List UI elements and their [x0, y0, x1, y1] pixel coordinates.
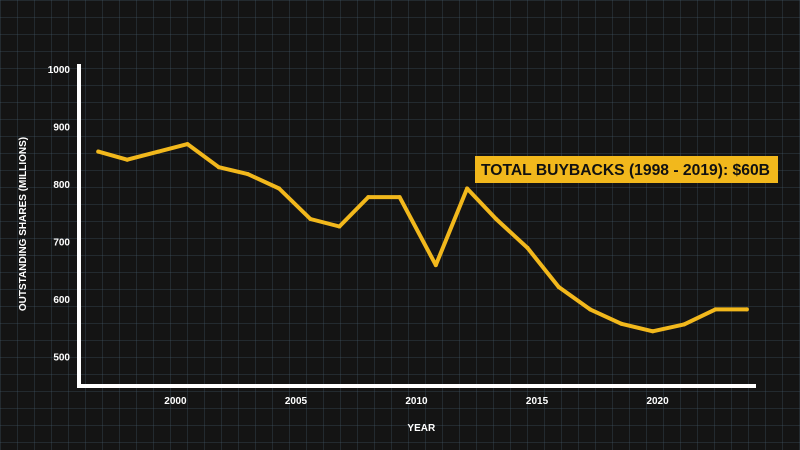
data-point [465, 186, 470, 191]
y-tick-label: 1000 [48, 65, 71, 76]
x-axis-title: YEAR [407, 423, 436, 434]
data-point [397, 195, 402, 200]
data-point [337, 224, 342, 229]
y-tick-label: 900 [53, 122, 70, 133]
data-point [216, 165, 221, 170]
x-tick-label: 2000 [164, 396, 187, 407]
data-point [433, 263, 438, 268]
data-point [556, 285, 561, 289]
data-point [308, 217, 313, 221]
callout-text: TOTAL BUYBACKS (1998 - 2019): $60B [481, 162, 770, 179]
y-axis-title: OUTSTANDING SHARES (MILLIONS) [18, 137, 29, 311]
data-point [525, 245, 530, 250]
x-tick-label: 2010 [405, 396, 428, 407]
callout-background [475, 156, 778, 183]
data-point [366, 195, 371, 200]
y-axis-ticks: 500 600 700 800 900 1000 [48, 65, 71, 364]
y-tick-label: 700 [53, 238, 70, 249]
data-point [277, 186, 282, 191]
data-point [682, 322, 687, 327]
data-point [588, 307, 593, 312]
x-tick-label: 2015 [526, 396, 549, 407]
series-line [96, 142, 749, 334]
data-point [185, 142, 190, 147]
data-point [156, 149, 161, 154]
y-tick-label: 500 [53, 353, 70, 364]
data-point [713, 307, 718, 312]
buyback-callout: TOTAL BUYBACKS (1998 - 2019): $60B [475, 156, 778, 183]
y-tick-label: 800 [53, 180, 70, 191]
data-point [245, 172, 250, 177]
data-point [125, 157, 130, 162]
data-point [494, 217, 499, 221]
y-tick-label: 600 [53, 295, 70, 306]
data-point [96, 149, 101, 154]
x-axis-ticks: 2000 2005 2010 2015 2020 [164, 396, 669, 407]
x-tick-label: 2020 [646, 396, 669, 407]
data-point [744, 307, 749, 312]
data-point [619, 321, 624, 326]
data-point [650, 329, 655, 334]
x-tick-label: 2005 [285, 396, 308, 407]
series-layer [96, 142, 749, 334]
